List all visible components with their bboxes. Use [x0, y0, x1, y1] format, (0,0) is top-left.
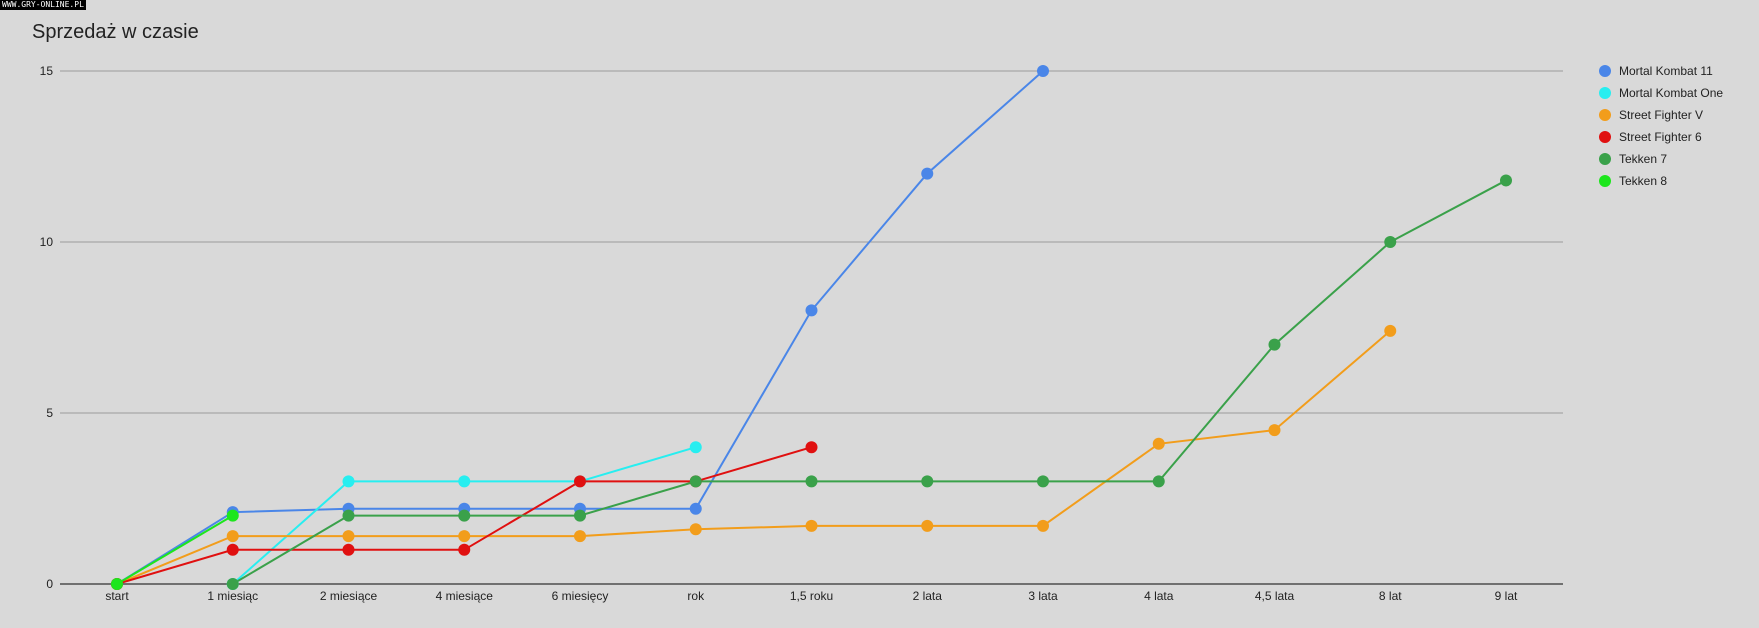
data-point — [689, 441, 702, 454]
series-line — [116, 514, 234, 585]
series-points — [111, 65, 1512, 590]
data-point — [458, 543, 471, 556]
data-point — [1384, 324, 1397, 337]
x-tick-label: 4 miesiące — [436, 589, 494, 603]
data-point — [1037, 519, 1049, 532]
data-point — [226, 578, 239, 590]
data-point — [805, 304, 818, 317]
chart-title: Sprzedaż w czasie — [32, 21, 199, 43]
legend-marker — [1599, 175, 1611, 187]
data-point — [921, 475, 934, 488]
data-point — [1500, 174, 1512, 187]
data-point — [805, 441, 818, 454]
y-tick-label: 10 — [40, 235, 54, 249]
data-point — [574, 509, 586, 522]
data-point — [226, 530, 239, 543]
legend-label: Tekken 8 — [1619, 174, 1667, 188]
legend-marker — [1599, 153, 1611, 165]
x-tick-label: start — [105, 589, 129, 603]
data-point — [1268, 338, 1281, 351]
x-tick-label: 6 miesięcy — [552, 589, 609, 603]
data-point — [458, 509, 471, 522]
legend: Mortal Kombat 11 Mortal Kombat One Street … — [1599, 64, 1723, 188]
legend-marker — [1599, 131, 1611, 143]
data-point — [1037, 475, 1049, 488]
data-point — [921, 167, 934, 180]
data-point — [1384, 236, 1397, 248]
data-point — [1037, 65, 1049, 77]
data-point — [1152, 437, 1165, 450]
data-point — [1152, 475, 1165, 488]
series-line — [232, 179, 1507, 585]
x-tick-label: 9 lat — [1495, 589, 1518, 603]
x-tick-label: 2 miesiące — [320, 589, 378, 603]
data-point — [226, 543, 239, 556]
series-line — [116, 330, 1391, 585]
data-point — [458, 530, 471, 543]
legend-label: Street Fighter 6 — [1619, 130, 1702, 144]
data-point — [574, 475, 586, 488]
data-point — [1268, 424, 1281, 437]
legend-label: Mortal Kombat One — [1619, 86, 1723, 100]
watermark: WWW.GRY-ONLINE.PL — [0, 0, 86, 10]
legend-label: Tekken 7 — [1619, 152, 1667, 166]
series-lines — [116, 70, 1507, 585]
legend-marker — [1599, 65, 1611, 77]
data-point — [111, 578, 123, 590]
data-point — [342, 509, 355, 522]
x-axis-ticks: start 1 miesiąc 2 miesiące 4 miesiące 6 mies… — [105, 589, 1518, 603]
legend-label: Street Fighter V — [1619, 108, 1703, 122]
y-tick-label: 5 — [46, 406, 53, 420]
legend-label: Mortal Kombat 11 — [1619, 64, 1713, 78]
x-tick-label: 4,5 lata — [1255, 589, 1295, 603]
data-point — [226, 509, 239, 522]
x-tick-label: rok — [687, 589, 705, 603]
y-tick-label: 15 — [40, 64, 54, 78]
data-point — [458, 475, 471, 488]
data-point — [689, 475, 702, 488]
data-point — [805, 519, 818, 532]
x-tick-label: 1 miesiąc — [207, 589, 258, 603]
data-point — [574, 530, 586, 543]
data-point — [689, 502, 702, 515]
data-point — [342, 543, 355, 556]
legend-marker — [1599, 87, 1611, 99]
y-axis-ticks: 0 5 10 15 — [40, 64, 54, 591]
y-tick-label: 0 — [46, 577, 53, 591]
x-tick-label: 2 lata — [913, 589, 943, 603]
x-tick-label: 8 lat — [1379, 589, 1402, 603]
gridlines — [60, 70, 1563, 585]
data-point — [921, 519, 934, 532]
x-tick-label: 3 lata — [1028, 589, 1058, 603]
data-point — [689, 523, 702, 536]
x-tick-label: 1,5 roku — [790, 589, 833, 603]
data-point — [342, 530, 355, 543]
legend-marker — [1599, 109, 1611, 121]
data-point — [805, 475, 818, 488]
x-tick-label: 4 lata — [1144, 589, 1174, 603]
data-point — [342, 475, 355, 488]
